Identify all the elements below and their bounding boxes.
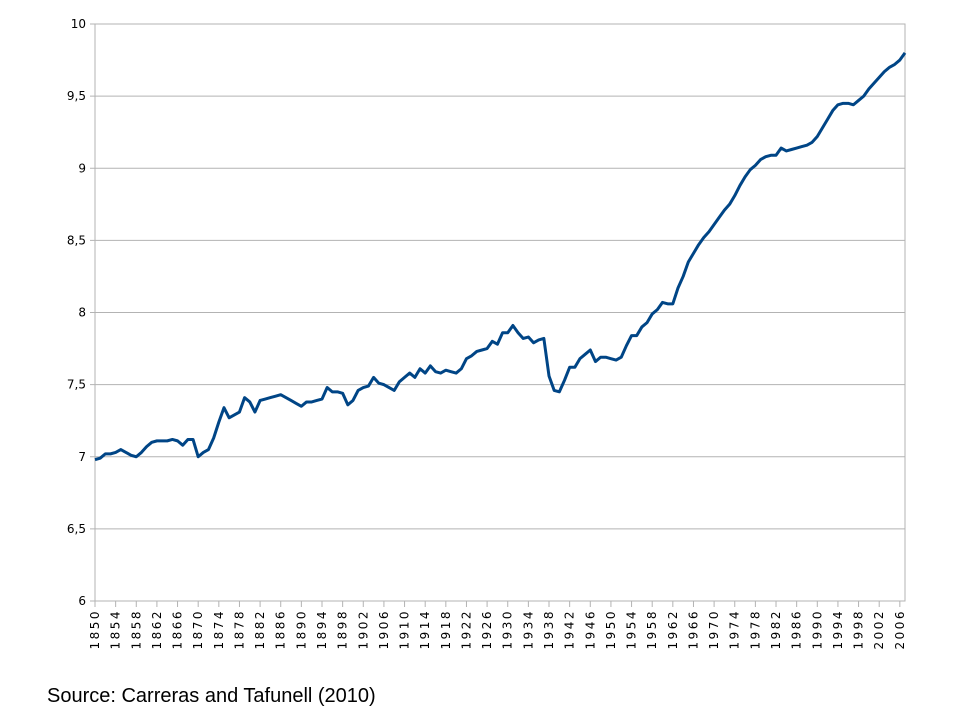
x-tick-label: 1986 — [790, 609, 804, 650]
x-tick-label: 1990 — [810, 609, 824, 650]
x-tick-label: 1898 — [336, 609, 350, 650]
x-tick-label: 1934 — [521, 609, 535, 650]
x-tick-label: 1882 — [253, 609, 267, 650]
x-tick-label: 1858 — [129, 609, 143, 650]
y-tick-label: 8 — [78, 306, 86, 320]
x-tick-label: 1978 — [748, 609, 762, 650]
x-tick-label: 1870 — [191, 609, 205, 650]
x-tick-label: 1922 — [459, 609, 473, 650]
x-tick-label: 1954 — [625, 609, 639, 650]
x-tick-label: 1958 — [645, 609, 659, 650]
x-tick-label: 1994 — [831, 609, 845, 650]
x-tick-label: 1926 — [480, 609, 494, 650]
x-tick-label: 1950 — [604, 609, 618, 650]
y-tick-label: 8,5 — [67, 233, 86, 247]
x-tick-label: 1906 — [377, 609, 391, 650]
x-tick-label: 1974 — [728, 609, 742, 650]
x-tick-label: 1962 — [666, 609, 680, 650]
x-tick-label: 1946 — [583, 609, 597, 650]
x-tick-label: 1970 — [707, 609, 721, 650]
x-tick-label: 1942 — [563, 609, 577, 650]
source-note: Source: Carreras and Tafunell (2010) — [47, 685, 376, 707]
x-tick-label: 1914 — [418, 609, 432, 650]
y-tick-label: 9 — [78, 161, 86, 175]
x-tick-label: 1930 — [501, 609, 515, 650]
x-tick-label: 2006 — [893, 609, 907, 650]
x-tick-label: 1874 — [212, 609, 226, 650]
y-tick-label: 7 — [78, 450, 86, 464]
x-tick-label: 1918 — [439, 609, 453, 650]
x-tick-label: 1866 — [171, 609, 185, 650]
y-tick-label: 6,5 — [67, 522, 86, 536]
x-tick-label: 1966 — [686, 609, 700, 650]
x-tick-label: 1878 — [232, 609, 246, 650]
y-tick-label: 9,5 — [67, 89, 86, 103]
x-tick-label: 1938 — [542, 609, 556, 650]
x-tick-label: 1862 — [150, 609, 164, 650]
x-tick-label: 1982 — [769, 609, 783, 650]
y-tick-label: 6 — [78, 594, 86, 608]
plot-frame — [94, 23, 906, 602]
x-tick-label: 1910 — [398, 609, 412, 650]
x-tick-label: 2002 — [872, 609, 886, 650]
x-tick-label: 1850 — [88, 609, 102, 650]
x-tick-label: 1890 — [294, 609, 308, 650]
x-tick-label: 1886 — [274, 609, 288, 650]
data-line — [94, 51, 907, 462]
y-tick-label: 7,5 — [67, 378, 86, 392]
x-tick-label: 1854 — [109, 609, 123, 650]
x-tick-label: 1894 — [315, 609, 329, 650]
y-tick-label: 10 — [71, 17, 86, 31]
x-tick-label: 1998 — [852, 609, 866, 650]
x-tick-label: 1902 — [356, 609, 370, 650]
